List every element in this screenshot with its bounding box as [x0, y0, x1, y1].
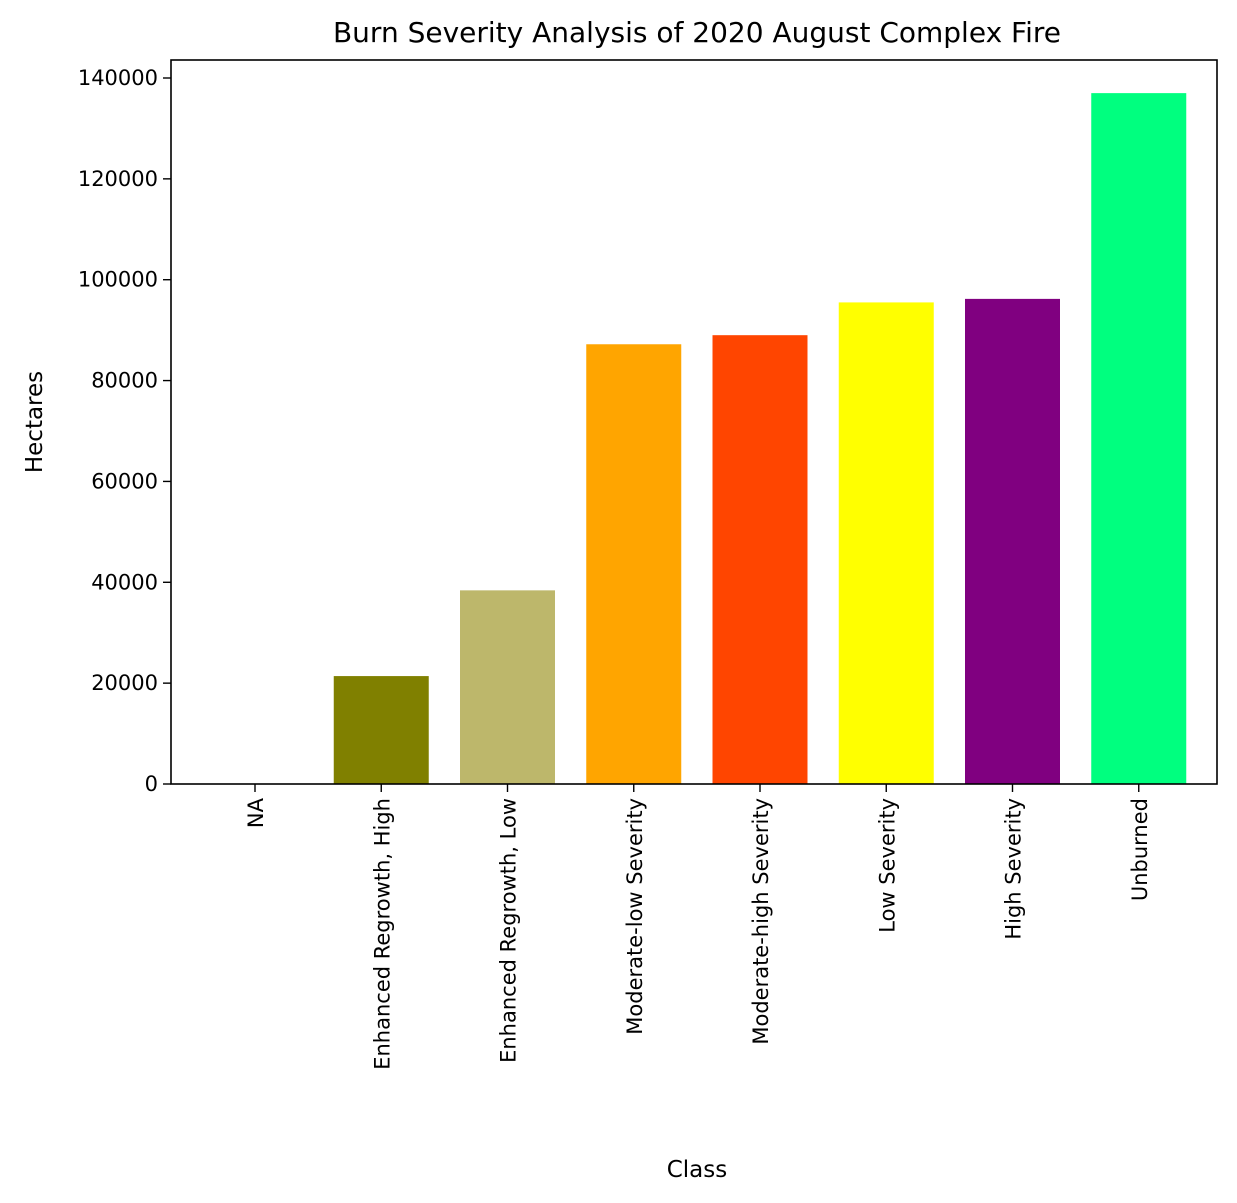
x-axis: NA Enhanced Regrowth, High Enhanced Regrow… — [244, 784, 1152, 1070]
y-tick-label-0: 0 — [145, 772, 158, 796]
bar-7 — [1091, 93, 1187, 785]
bar-1 — [333, 676, 429, 784]
x-tick-label-3: Moderate-low Severity — [623, 798, 647, 1035]
y-axis: 0 20000 40000 60000 80000 100000 120000 140000 — [78, 66, 171, 796]
y-axis-label: Hectares — [22, 371, 48, 473]
x-tick-label-2: Enhanced Regrowth, Low — [497, 798, 521, 1063]
x-tick-label-4: Moderate-high Severity — [749, 798, 773, 1045]
y-tick-label-3: 60000 — [91, 469, 158, 493]
bar-2 — [460, 590, 555, 784]
x-tick-label-1: Enhanced Regrowth, High — [370, 798, 394, 1070]
bar-6 — [965, 298, 1060, 784]
x-tick-label-7: Unburned — [1128, 798, 1152, 901]
bar-4 — [712, 335, 808, 784]
y-tick-label-6: 120000 — [78, 167, 158, 191]
x-tick-label-0: NA — [244, 797, 268, 828]
y-tick-label-2: 40000 — [91, 570, 158, 594]
x-axis-label: Class — [667, 1157, 728, 1183]
x-tick-label-6: High Severity — [1002, 798, 1026, 940]
plot-frame — [170, 59, 1218, 785]
bars-group — [333, 93, 1187, 785]
chart-title: Burn Severity Analysis of 2020 August Co… — [333, 16, 1061, 49]
y-tick-label-5: 100000 — [78, 268, 158, 292]
bar-3 — [586, 344, 682, 784]
y-tick-label-1: 20000 — [91, 671, 158, 695]
y-tick-label-4: 80000 — [91, 369, 158, 393]
y-tick-label-7: 140000 — [78, 66, 158, 90]
x-tick-label-5: Low Severity — [875, 798, 899, 933]
bar-5 — [838, 302, 934, 784]
